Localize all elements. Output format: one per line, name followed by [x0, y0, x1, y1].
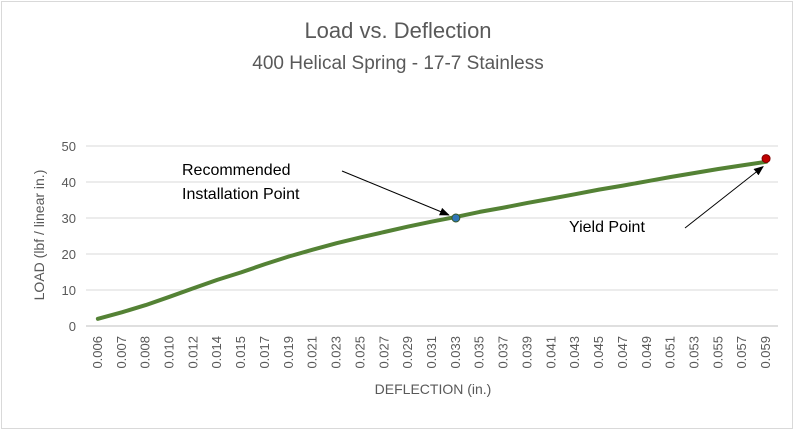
y-tick-label: 40: [62, 175, 76, 190]
x-axis-label: DEFLECTION (in.): [375, 381, 492, 397]
x-tick-label: 0.057: [734, 336, 749, 369]
y-tick-labels: 0 10 20 30 40 50: [62, 139, 76, 334]
x-tick-label: 0.023: [329, 336, 344, 369]
y-tick-label: 20: [62, 247, 76, 262]
x-tick-label: 0.031: [424, 336, 439, 369]
x-tick-label: 0.027: [376, 336, 391, 369]
marker-recommended-point: [451, 213, 461, 223]
x-tick-label: 0.045: [591, 336, 606, 369]
x-tick-label: 0.010: [162, 336, 177, 369]
x-tick-label: 0.051: [663, 336, 678, 369]
x-tick-label: 0.037: [496, 336, 511, 369]
y-axis-label: LOAD (lbf / linear in.): [31, 170, 47, 301]
y-tick-label: 50: [62, 139, 76, 154]
x-tick-label: 0.006: [90, 336, 105, 369]
series-line-0: [95, 159, 769, 321]
x-tick-label: 0.019: [281, 336, 296, 369]
x-tick-label: 0.021: [305, 336, 320, 369]
x-tick-label: 0.015: [233, 336, 248, 369]
series-layer: [95, 159, 769, 321]
x-tick-label: 0.049: [639, 336, 654, 369]
x-tick-label: 0.007: [114, 336, 129, 369]
annotation-recommended-line1: Recommended: [182, 162, 291, 179]
x-tick-label: 0.017: [257, 336, 272, 369]
x-tick-label: 0.039: [519, 336, 534, 369]
y-tick-label: 0: [69, 319, 76, 334]
x-tick-label: 0.035: [472, 336, 487, 369]
x-tick-label: 0.033: [448, 336, 463, 369]
annotations-layer: Recommended Installation Point Yield Poi…: [182, 154, 771, 236]
arrow-recommended: [341, 170, 450, 216]
x-tick-label: 0.059: [758, 336, 773, 369]
marker-yield-point: [761, 154, 771, 164]
x-tick-label: 0.047: [615, 336, 630, 369]
x-tick-label: 0.029: [400, 336, 415, 369]
annotation-yield: Yield Point: [569, 219, 645, 236]
x-tick-label: 0.043: [567, 336, 582, 369]
x-tick-label: 0.008: [138, 336, 153, 369]
x-tick-label: 0.053: [686, 336, 701, 369]
chart-title: Load vs. Deflection: [304, 18, 491, 43]
y-tick-label: 10: [62, 283, 76, 298]
x-tick-label: 0.014: [209, 336, 224, 369]
x-tick-label: 0.041: [543, 336, 558, 369]
x-tick-label: 0.012: [185, 336, 200, 369]
arrow-yield: [684, 165, 764, 229]
annotation-recommended-line2: Installation Point: [182, 186, 300, 203]
gridlines: [86, 145, 778, 327]
chart-subtitle: 400 Helical Spring - 17-7 Stainless: [252, 53, 544, 74]
x-tick-label: 0.055: [710, 336, 725, 369]
x-tick-label: 0.025: [352, 336, 367, 369]
x-tick-labels: 0.006 0.007 0.008 0.010 0.012 0.014 0.015 0.017…: [90, 336, 773, 369]
y-tick-label: 30: [62, 211, 76, 226]
